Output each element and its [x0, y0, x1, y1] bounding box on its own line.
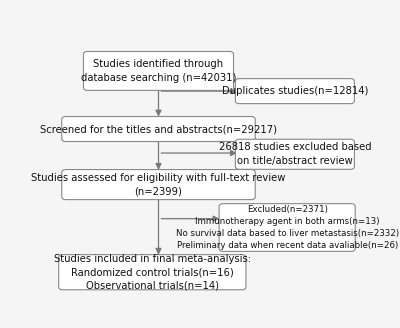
Text: Screened for the titles and abstracts(n=29217): Screened for the titles and abstracts(n=… [40, 124, 277, 134]
FancyBboxPatch shape [59, 255, 246, 290]
FancyBboxPatch shape [235, 139, 354, 169]
Text: 26818 studies excluded based
on title/abstract review: 26818 studies excluded based on title/ab… [218, 142, 371, 166]
FancyBboxPatch shape [235, 79, 354, 104]
FancyBboxPatch shape [62, 170, 255, 200]
FancyBboxPatch shape [62, 116, 255, 141]
Text: Excluded(n=2371)
Immunotherapy agent in both arms(n=13)
No survival data based t: Excluded(n=2371) Immunotherapy agent in … [176, 205, 399, 250]
Text: Studies assessed for eligibility with full-text review
(n=2399): Studies assessed for eligibility with fu… [31, 173, 286, 196]
FancyBboxPatch shape [84, 51, 234, 91]
Text: Studies identified through
database searching (n=42031): Studies identified through database sear… [81, 59, 236, 83]
Text: Duplicates studies(n=12814): Duplicates studies(n=12814) [222, 86, 368, 96]
Text: Studies included in final meta-analysis:
Randomized control trials(n=16)
Observa: Studies included in final meta-analysis:… [54, 254, 251, 291]
FancyBboxPatch shape [219, 204, 355, 251]
